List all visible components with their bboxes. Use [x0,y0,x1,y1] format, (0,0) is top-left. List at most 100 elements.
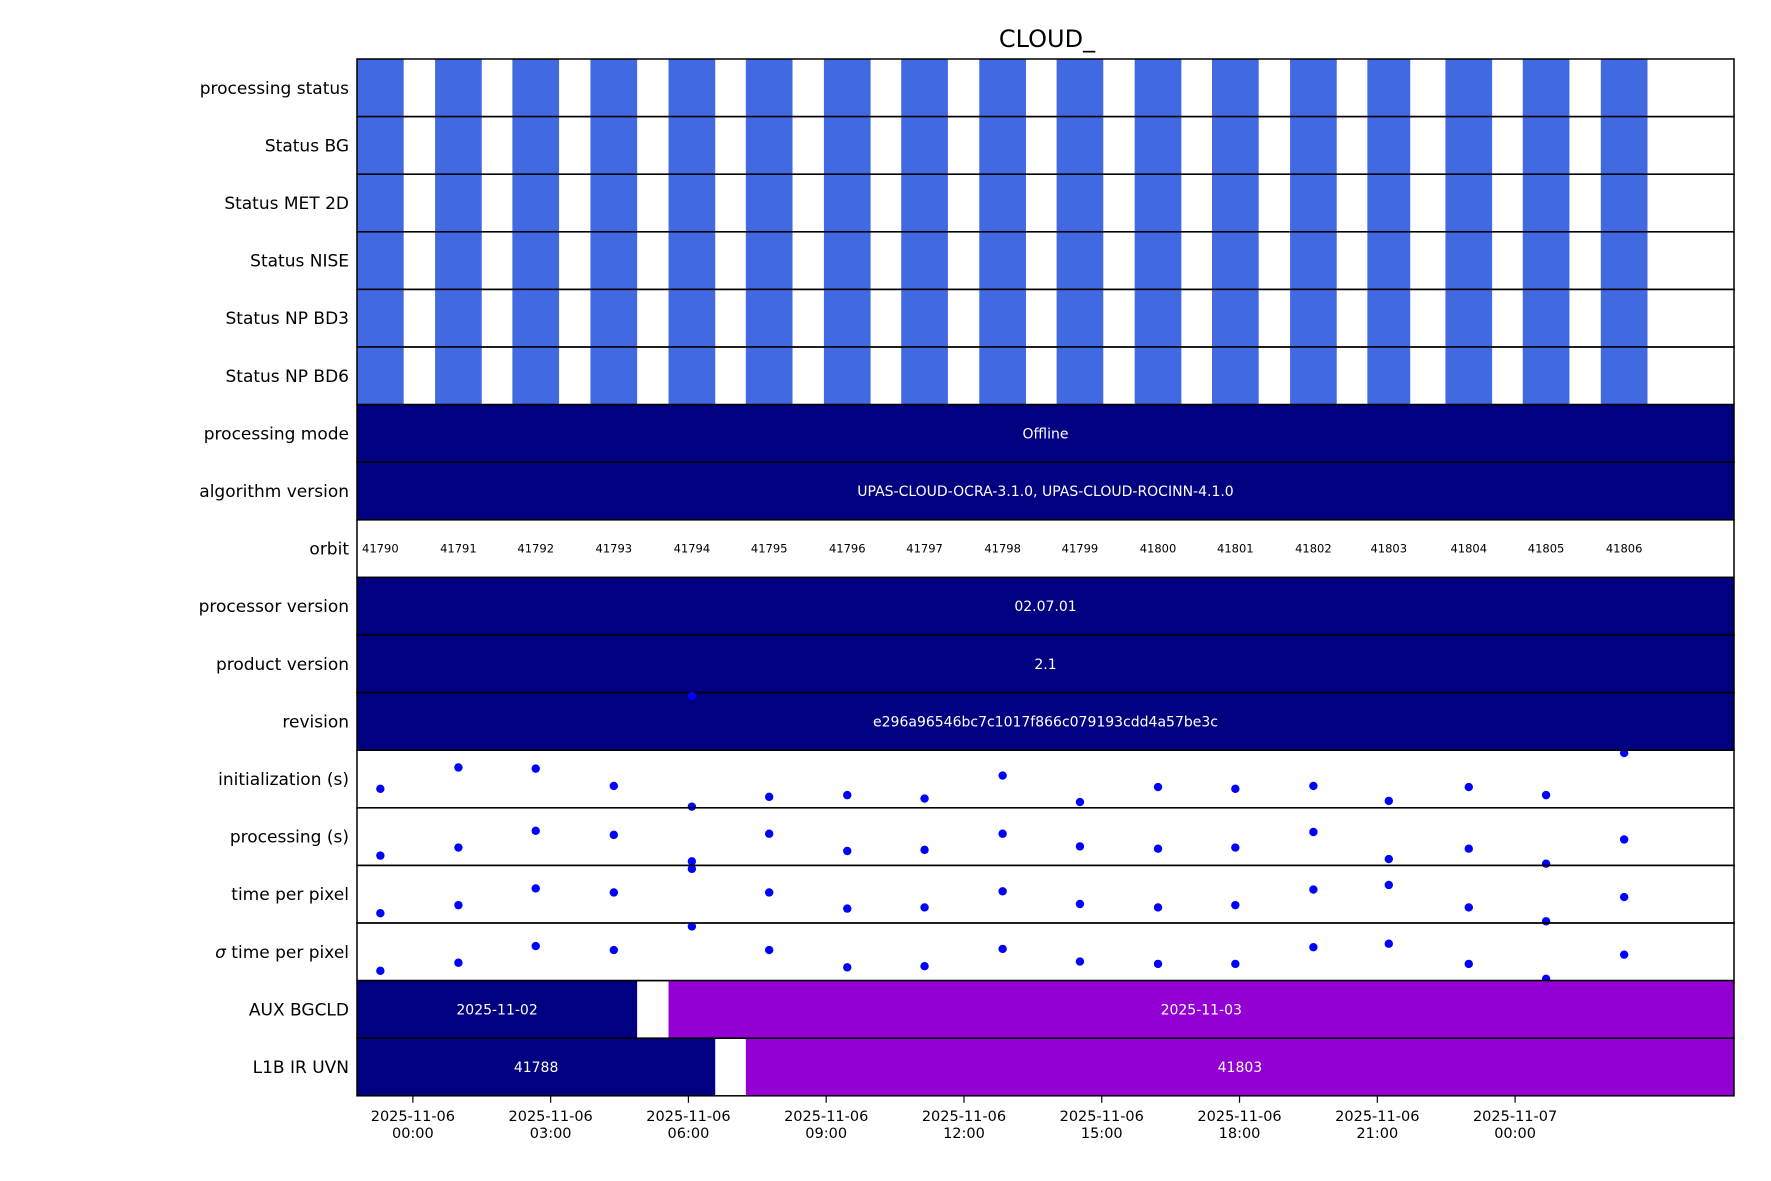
status-bar-status-nise-41790 [357,231,404,290]
status-bar-status-np-bd6-41804 [1445,347,1493,405]
x-tick-label-1: 2025-11-06 03:00 [509,1109,593,1142]
status-bar-status-np-bd6-41791 [435,347,482,405]
status-bar-status-bg-41795 [745,116,793,175]
status-bar-status-bg-41805 [1522,116,1570,175]
status-bar-processing-status-41792 [512,59,560,117]
point-sigma-time-per-pixel-41790 [376,966,385,976]
point-processing-s-41793 [609,830,619,840]
row-frame-l1b-ir-uvn [356,1037,1735,1097]
point-time-per-pixel-41797 [920,903,929,912]
status-bar-status-nise-41798 [979,231,1026,290]
point-processing-s-41791 [454,843,463,852]
status-bar-status-nise-41806 [1600,231,1648,290]
point-sigma-time-per-pixel-41801 [1231,959,1240,969]
point-processing-s-41790 [376,851,385,860]
status-bar-status-np-bd6-41800 [1134,347,1182,405]
orbit-label-41801: 41801 [1217,542,1254,556]
bar-label-processor-version: 02.07.01 [1014,599,1076,615]
point-time-per-pixel-41806 [1619,892,1629,902]
status-bar-status-bg-41802 [1290,116,1337,175]
row-label-status-met-2d: Status MET 2D [224,194,349,214]
x-tick-label-7: 2025-11-06 21:00 [1335,1109,1419,1142]
row-label-status-nise: Status NISE [250,252,349,272]
orbit-label-41802: 41802 [1295,542,1332,556]
row-label-time-per-pixel: time per pixel [231,885,349,905]
point-initialization-s-41801 [1231,784,1240,793]
point-processing-s-41802 [1309,827,1318,837]
orbit-label-41791: 41791 [440,542,477,556]
point-sigma-time-per-pixel-41791 [454,958,463,967]
segment-l1b-ir-uvn-2 [745,1038,1734,1096]
point-initialization-s-41805 [1541,790,1551,800]
status-bar-status-bg-41801 [1211,116,1259,175]
orbit-label-41798: 41798 [984,542,1021,556]
x-axis: 2025-11-06 00:00 2025-11-06 03:00 2025-11-06… [371,1095,1557,1142]
point-sigma-time-per-pixel-41794 [687,922,697,931]
status-bar-status-np-bd3-41793 [590,289,638,347]
status-bar-status-nise-41799 [1056,231,1104,290]
status-bar-processing-status-41802 [1290,59,1337,117]
status-bar-status-nise-41793 [590,231,638,290]
row-label-aux-bgcld: AUX BGCLD [249,1000,349,1020]
row-label-algorithm-version: algorithm version [199,482,349,502]
status-bar-status-met-2d-41803 [1367,174,1411,232]
x-tick-label-5: 2025-11-06 15:00 [1060,1109,1144,1142]
status-bar-status-met-2d-41801 [1211,174,1259,232]
x-tick-label-8: 2025-11-07 00:00 [1473,1109,1557,1142]
status-bar-status-np-bd3-41801 [1211,289,1259,347]
status-bar-processing-status-41805 [1522,59,1570,117]
orbit-label-41790: 41790 [362,542,399,556]
status-bar-status-np-bd3-41806 [1600,289,1648,347]
orbit-label-41803: 41803 [1370,542,1407,556]
status-bar-status-np-bd6-41801 [1211,347,1259,405]
point-processing-s-41805 [1541,859,1551,868]
segment-aux-bgcld-2 [668,980,1734,1039]
point-initialization-s-41796 [843,790,852,800]
orbit-label-41797: 41797 [906,542,943,556]
segment-label-aux-bgcld-1: 2025-11-02 [456,1002,537,1018]
orbit-label-41793: 41793 [596,542,633,556]
point-initialization-s-41795 [764,792,774,802]
status-bar-status-np-bd3-41803 [1367,289,1411,347]
point-sigma-time-per-pixel-41802 [1309,942,1318,952]
status-bar-status-np-bd3-41794 [668,289,716,347]
status-bar-status-met-2d-41794 [668,174,716,232]
point-processing-s-41798 [998,829,1007,838]
status-bar-processing-status-41804 [1445,59,1493,117]
status-bar-status-bg-41804 [1445,116,1493,175]
row-label-initialization-s: initialization (s) [218,770,349,790]
orbit-label-41796: 41796 [829,542,866,556]
status-bar-status-np-bd6-41798 [979,347,1026,405]
status-bar-status-np-bd3-41795 [745,289,793,347]
point-initialization-s-41803 [1384,796,1393,806]
status-bar-status-nise-41791 [435,231,482,290]
orbit-label-41795: 41795 [751,542,788,556]
row-frame-sigma-time-per-pixel [356,922,1735,982]
status-bar-processing-status-41800 [1134,59,1182,117]
chart-rows: processing status Status BG Status MET 2D S… [199,58,1735,1097]
point-initialization-s-41794-extra [687,691,697,701]
point-processing-s-41797 [920,845,929,855]
status-bar-status-np-bd3-41802 [1290,289,1337,347]
row-label-processing-s: processing (s) [230,828,349,848]
status-bar-processing-status-41803 [1367,59,1411,117]
status-bar-status-nise-41800 [1134,231,1182,290]
status-bar-status-np-bd3-41796 [823,289,871,347]
chart-title: CLOUD_ [999,25,1096,53]
point-sigma-time-per-pixel-41792 [531,941,540,951]
status-bar-status-met-2d-41804 [1445,174,1493,232]
status-bar-status-nise-41794 [668,231,716,290]
orbit-label-41804: 41804 [1450,542,1487,556]
bar-processor-version [357,577,1734,635]
point-processing-s-41799 [1075,842,1085,851]
point-initialization-s-41806 [1619,748,1629,758]
point-sigma-time-per-pixel-41798 [998,944,1007,954]
segment-label-aux-bgcld-2: 2025-11-03 [1161,1002,1242,1018]
status-bar-status-met-2d-41800 [1134,174,1182,232]
point-processing-s-41796 [843,846,852,856]
point-initialization-s-41802 [1309,781,1318,791]
point-sigma-time-per-pixel-41804 [1464,959,1473,969]
point-time-per-pixel-41795 [764,888,774,897]
status-bar-processing-status-41806 [1600,59,1648,117]
point-initialization-s-41793 [609,781,619,791]
